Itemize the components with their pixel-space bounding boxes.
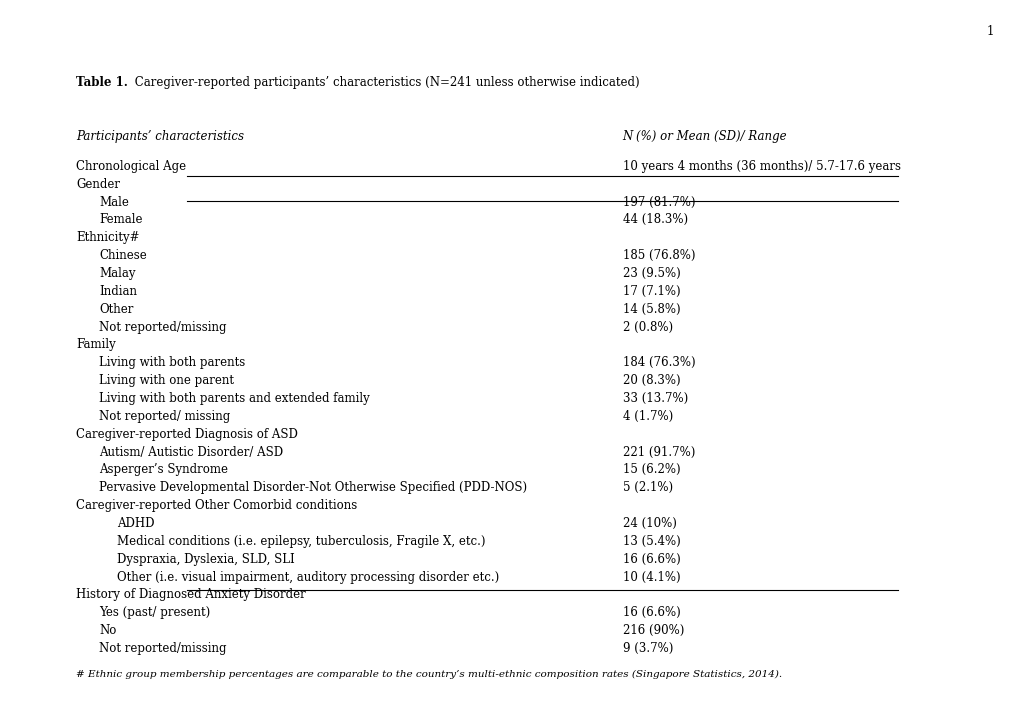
Text: Participants’ characteristics: Participants’ characteristics	[76, 130, 245, 143]
Text: Chinese: Chinese	[99, 249, 147, 262]
Text: 197 (81.7%): 197 (81.7%)	[622, 196, 695, 209]
Text: 16 (6.6%): 16 (6.6%)	[622, 606, 680, 619]
Text: 13 (5.4%): 13 (5.4%)	[622, 535, 680, 548]
Text: Other: Other	[99, 302, 133, 315]
Text: Dyspraxia, Dyslexia, SLD, SLI: Dyspraxia, Dyslexia, SLD, SLI	[117, 553, 294, 566]
Text: 14 (5.8%): 14 (5.8%)	[622, 302, 680, 315]
Text: Table 1.: Table 1.	[76, 76, 128, 89]
Text: Living with both parents: Living with both parents	[99, 356, 245, 369]
Text: 17 (7.1%): 17 (7.1%)	[622, 285, 680, 298]
Text: Not reported/ missing: Not reported/ missing	[99, 410, 230, 423]
Text: Asperger’s Syndrome: Asperger’s Syndrome	[99, 464, 227, 477]
Text: Malay: Malay	[99, 267, 136, 280]
Text: No: No	[99, 624, 116, 637]
Text: Living with one parent: Living with one parent	[99, 374, 233, 387]
Text: Male: Male	[99, 196, 128, 209]
Text: Pervasive Developmental Disorder-Not Otherwise Specified (PDD-NOS): Pervasive Developmental Disorder-Not Oth…	[99, 481, 527, 494]
Text: Medical conditions (i.e. epilepsy, tuberculosis, Fragile X, etc.): Medical conditions (i.e. epilepsy, tuber…	[117, 535, 485, 548]
Text: 221 (91.7%): 221 (91.7%)	[622, 446, 694, 459]
Text: 185 (76.8%): 185 (76.8%)	[622, 249, 695, 262]
Text: Other (i.e. visual impairment, auditory processing disorder etc.): Other (i.e. visual impairment, auditory …	[117, 570, 499, 583]
Text: Gender: Gender	[76, 178, 120, 191]
Text: 20 (8.3%): 20 (8.3%)	[622, 374, 680, 387]
Text: Not reported/missing: Not reported/missing	[99, 320, 226, 333]
Text: 33 (13.7%): 33 (13.7%)	[622, 392, 687, 405]
Text: 184 (76.3%): 184 (76.3%)	[622, 356, 695, 369]
Text: Caregiver-reported Diagnosis of ASD: Caregiver-reported Diagnosis of ASD	[76, 428, 299, 441]
Text: ADHD: ADHD	[117, 517, 155, 530]
Text: 44 (18.3%): 44 (18.3%)	[622, 213, 687, 226]
Text: Caregiver-reported participants’ characteristics (N=241 unless otherwise indicat: Caregiver-reported participants’ charact…	[130, 76, 639, 89]
Text: 23 (9.5%): 23 (9.5%)	[622, 267, 680, 280]
Text: Female: Female	[99, 213, 143, 226]
Text: 10 (4.1%): 10 (4.1%)	[622, 570, 680, 583]
Text: # Ethnic group membership percentages are comparable to the country’s multi-ethn: # Ethnic group membership percentages ar…	[76, 670, 782, 678]
Text: 1: 1	[986, 25, 994, 38]
Text: 15 (6.2%): 15 (6.2%)	[622, 464, 680, 477]
Text: Autism/ Autistic Disorder/ ASD: Autism/ Autistic Disorder/ ASD	[99, 446, 283, 459]
Text: 10 years 4 months (36 months)/ 5.7-17.6 years: 10 years 4 months (36 months)/ 5.7-17.6 …	[622, 160, 900, 173]
Text: History of Diagnosed Anxiety Disorder: History of Diagnosed Anxiety Disorder	[76, 588, 306, 601]
Text: 24 (10%): 24 (10%)	[622, 517, 676, 530]
Text: Chronological Age: Chronological Age	[76, 160, 186, 173]
Text: Family: Family	[76, 338, 116, 351]
Text: Indian: Indian	[99, 285, 137, 298]
Text: N (%) or Mean (SD)/ Range: N (%) or Mean (SD)/ Range	[622, 130, 787, 143]
Text: 2 (0.8%): 2 (0.8%)	[622, 320, 673, 333]
Text: 9 (3.7%): 9 (3.7%)	[622, 642, 673, 655]
Text: Caregiver-reported Other Comorbid conditions: Caregiver-reported Other Comorbid condit…	[76, 499, 358, 512]
Text: Living with both parents and extended family: Living with both parents and extended fa…	[99, 392, 369, 405]
Text: Yes (past/ present): Yes (past/ present)	[99, 606, 210, 619]
Text: Not reported/missing: Not reported/missing	[99, 642, 226, 655]
Text: Ethnicity#: Ethnicity#	[76, 231, 140, 244]
Text: 5 (2.1%): 5 (2.1%)	[622, 481, 673, 494]
Text: 4 (1.7%): 4 (1.7%)	[622, 410, 673, 423]
Text: 216 (90%): 216 (90%)	[622, 624, 684, 637]
Text: 16 (6.6%): 16 (6.6%)	[622, 553, 680, 566]
